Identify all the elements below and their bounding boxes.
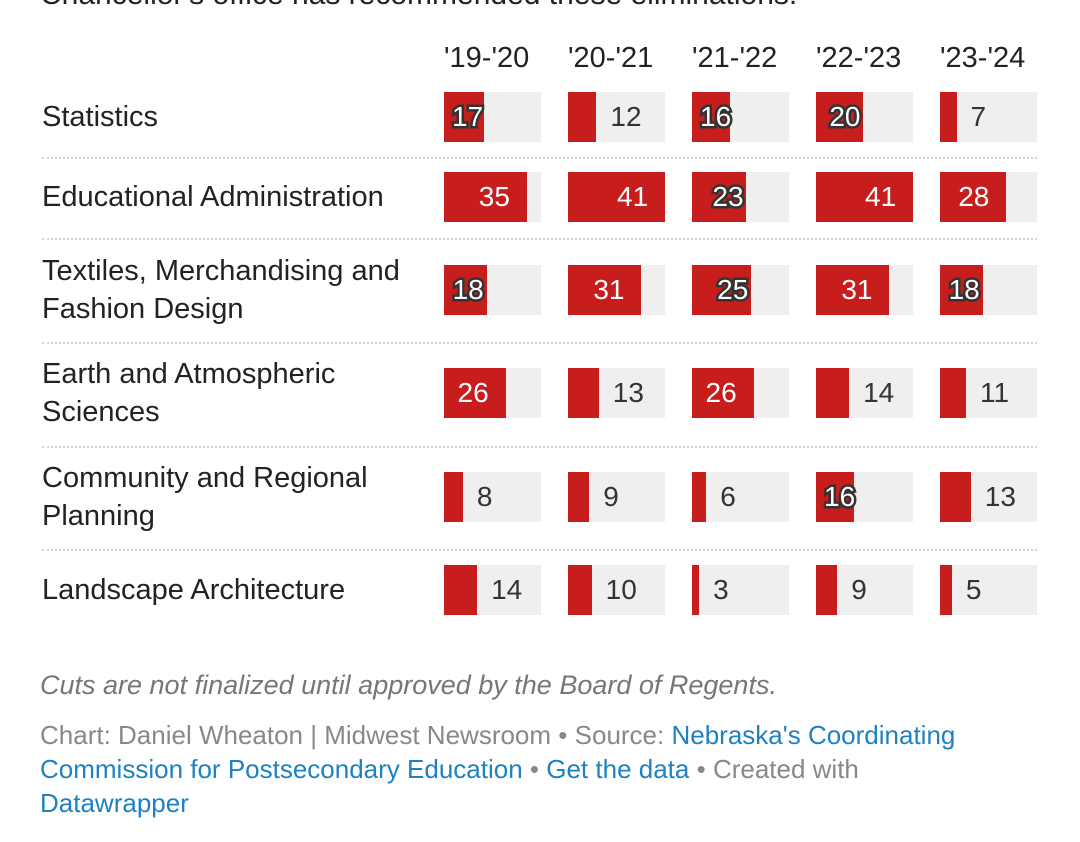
bar — [816, 172, 913, 222]
row-label: Earth and Atmospheric Sciences — [42, 358, 336, 428]
value-label: 13 — [612, 377, 644, 408]
bar — [816, 92, 864, 142]
value-label: 23 — [710, 179, 746, 215]
row-separator — [42, 342, 1037, 344]
row-separator — [42, 238, 1037, 240]
note: Cuts are not finalized until approved by… — [40, 670, 777, 700]
value-label: 8 — [476, 481, 493, 512]
row-label: Statistics — [42, 101, 159, 133]
value-label: 26 — [457, 377, 489, 408]
bar — [568, 565, 592, 615]
value-label: 13 — [984, 481, 1016, 512]
value-label: 35 — [478, 181, 510, 212]
value-label: 26 — [705, 377, 737, 408]
row-separator — [42, 157, 1037, 159]
value-label: 16 — [821, 479, 857, 515]
value-label: 28 — [958, 181, 990, 212]
value-label: 12 — [610, 101, 642, 132]
bar — [444, 172, 527, 222]
bar — [444, 265, 487, 315]
bar — [692, 172, 747, 222]
value-label: 14 — [491, 574, 523, 605]
value-label: 17 — [449, 99, 485, 135]
bar — [568, 172, 665, 222]
bar — [568, 92, 597, 142]
bar — [692, 565, 700, 615]
created-link[interactable]: Datawrapper — [40, 788, 189, 818]
value-label: 31 — [593, 274, 625, 305]
row-label: Educational Administration — [42, 181, 384, 213]
bar — [692, 92, 730, 142]
value-label: 5 — [965, 574, 982, 605]
value-label: 9 — [603, 481, 619, 512]
subtitle: Chancellor's office has recommended thes… — [40, 0, 797, 12]
separator: • — [529, 754, 540, 784]
credits: Chart: Daniel Wheaton | Midwest Newsroom… — [40, 718, 1000, 820]
data-link[interactable]: Get the data — [546, 754, 690, 784]
value-label: 16 — [697, 99, 733, 135]
created-label: Created with — [712, 754, 859, 784]
row-separator — [42, 446, 1037, 448]
source-link[interactable]: Nebraska's Coordinating Commission for P… — [40, 720, 956, 784]
value-label: 25 — [715, 272, 751, 308]
bar — [568, 472, 590, 522]
column-header: '23-'24 — [940, 42, 1026, 74]
value-label: 31 — [841, 274, 873, 305]
bar — [692, 472, 707, 522]
column-header: '19-'20 — [444, 42, 530, 74]
value-label: 41 — [617, 181, 649, 212]
value-label: 14 — [863, 377, 895, 408]
bar — [692, 368, 754, 418]
value-label: 3 — [713, 574, 729, 605]
bar — [444, 368, 506, 418]
bar-track — [692, 472, 789, 522]
row-label: Community and Regional Planning — [42, 462, 368, 532]
bar — [940, 92, 957, 142]
bar — [692, 265, 752, 315]
separator: • — [558, 720, 568, 750]
bar — [444, 472, 463, 522]
value-label: 11 — [980, 377, 1010, 408]
bar — [940, 472, 971, 522]
value-label: 20 — [827, 99, 863, 135]
bar — [940, 368, 967, 418]
row-label: Landscape Architecture — [42, 574, 346, 606]
bar — [940, 265, 983, 315]
column-header: '21-'22 — [692, 42, 778, 74]
column-header: '20-'21 — [568, 42, 654, 74]
bar — [816, 368, 850, 418]
bar-track — [692, 565, 789, 615]
bar-track — [940, 565, 1037, 615]
bar — [816, 565, 838, 615]
value-label: 18 — [450, 272, 486, 308]
separator: • — [696, 754, 706, 784]
bar — [940, 565, 952, 615]
value-label: 41 — [865, 181, 897, 212]
row-separator — [42, 549, 1037, 551]
bar — [568, 368, 599, 418]
value-label: 10 — [605, 574, 637, 605]
bar — [940, 172, 1007, 222]
value-label: 18 — [946, 272, 982, 308]
value-label: 9 — [851, 574, 867, 605]
bar — [568, 265, 642, 315]
credit: Chart: Daniel Wheaton | Midwest Newsroom — [40, 720, 552, 750]
value-label: 6 — [720, 481, 736, 512]
bar — [816, 472, 854, 522]
column-header: '22-'23 — [816, 42, 902, 74]
source-label: Source: — [574, 720, 665, 750]
bar — [444, 92, 485, 142]
value-label: 7 — [970, 101, 987, 132]
bar — [444, 565, 478, 615]
row-label: Textiles, Merchandising and Fashion Desi… — [42, 255, 400, 325]
bar — [816, 265, 890, 315]
